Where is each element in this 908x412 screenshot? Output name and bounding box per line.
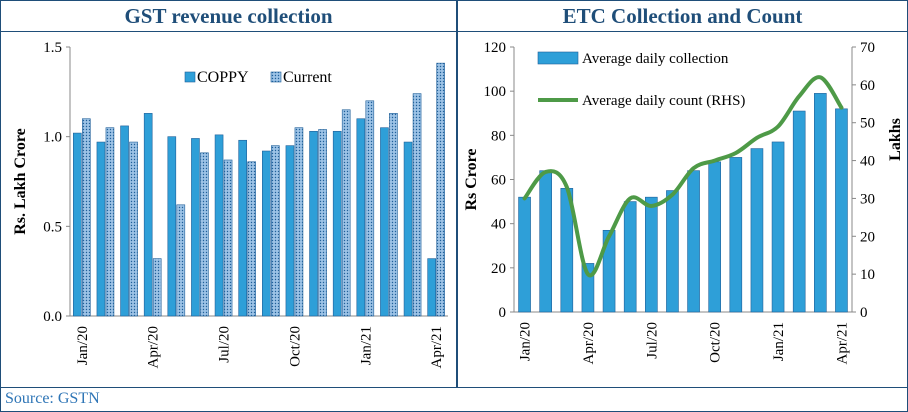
x-tick-label: Jan/21 <box>771 322 787 361</box>
legend-label-coppy: COPPY <box>197 69 249 86</box>
y-tick-label: 20 <box>491 261 506 277</box>
bar-current-May-20 <box>176 204 186 317</box>
y-tick-label: 80 <box>491 128 506 144</box>
bar-coppy-May-20 <box>167 136 177 317</box>
gst-chart-title: GST revenue collection <box>1 1 456 32</box>
bar-coppy-Dec-20 <box>332 130 342 317</box>
bar-current-Aug-20 <box>247 161 256 317</box>
legend-swatch-collection <box>537 51 579 65</box>
bar-coppy-Jan-20 <box>73 132 82 317</box>
gst-panel: GST revenue collection 0.0 0.5 1.0 1.5 Rs. L… <box>1 1 458 387</box>
x-tick-label: Jan/21 <box>358 326 374 365</box>
bar-coppy-Apr-20 <box>143 113 153 317</box>
bar-current-Apr-20 <box>152 258 162 317</box>
bar-collection-Feb-21 <box>792 110 806 313</box>
bar-current-Mar-21 <box>412 93 422 317</box>
bar-coppy-Nov-20 <box>309 130 318 317</box>
x-tick-label: Oct/20 <box>708 322 724 363</box>
legend-label-count: Average daily count (RHS) <box>582 93 745 109</box>
legend-label-current: Current <box>283 69 332 86</box>
bar-coppy-Feb-20 <box>96 141 106 317</box>
y2-tick-label: 40 <box>860 154 875 170</box>
bar-collection-Dec-20 <box>750 148 764 313</box>
bar-current-Mar-20 <box>129 141 138 317</box>
x-tick-label: Oct/20 <box>287 326 303 367</box>
bar-coppy-Mar-21 <box>403 141 413 317</box>
x-tick-label: Jul/20 <box>217 326 233 363</box>
bar-coppy-Apr-21 <box>427 258 436 317</box>
bar-coppy-Jul-20 <box>214 134 224 317</box>
y2-tick-label: 10 <box>860 267 875 283</box>
bar-collection-Aug-20 <box>666 190 679 313</box>
x-tick-label: Jan/20 <box>75 326 91 365</box>
legend-label-collection: Average daily collection <box>582 51 729 67</box>
y2-axis-title: Lakhs <box>887 118 904 161</box>
y2-tick-label: 50 <box>860 116 875 132</box>
bar-current-Jul-20 <box>223 159 233 317</box>
y2-tick-label: 70 <box>860 40 875 56</box>
line-daily-count <box>522 75 844 278</box>
y-tick-label: 1.5 <box>43 40 62 56</box>
y-axis-title: Rs Crore <box>463 148 480 210</box>
bar-collection-Apr-21 <box>835 108 848 313</box>
bar-collection-Nov-20 <box>729 157 743 313</box>
bar-collection-May-20 <box>602 229 616 313</box>
gst-chart: 0.0 0.5 1.0 1.5 Rs. Lakh Crore Jan/20 Apr/20 Ju… <box>12 40 448 369</box>
bar-collection-Oct-20 <box>708 161 721 313</box>
y-tick-label: 40 <box>491 217 506 233</box>
bar-collection-Feb-20 <box>539 170 552 313</box>
bar-current-Apr-21 <box>436 62 445 317</box>
x-tick-label: Apr/21 <box>429 326 445 369</box>
bar-coppy-Jan-21 <box>356 118 366 317</box>
y-tick-label: 60 <box>491 173 506 189</box>
y-tick-label: 1.0 <box>43 130 62 146</box>
bar-current-Oct-20 <box>294 127 304 317</box>
legend-swatch-current <box>270 71 282 83</box>
legend-swatch-coppy <box>184 71 196 83</box>
etc-chart-title: ETC Collection and Count <box>458 1 907 32</box>
source-note: Source: GSTN <box>1 387 908 412</box>
y-tick-label: 100 <box>484 84 507 100</box>
etc-panel: ETC Collection and Count 0 20 40 60 80 100 120… <box>458 1 907 387</box>
bar-current-Jan-20 <box>82 118 91 317</box>
bar-current-Dec-20 <box>341 109 351 317</box>
x-tick-label: Jul/20 <box>644 322 660 359</box>
y2-tick-label: 30 <box>860 191 875 207</box>
bar-coppy-Sep-20 <box>262 150 271 317</box>
bar-coppy-Mar-20 <box>120 125 129 317</box>
bar-current-Feb-20 <box>105 127 115 317</box>
bar-collection-Mar-21 <box>814 93 827 313</box>
y-tick-label: 120 <box>484 40 507 56</box>
x-tick-label: Jan/20 <box>518 322 534 361</box>
bar-current-Feb-21 <box>389 113 398 317</box>
x-tick-label: Apr/20 <box>146 326 162 369</box>
y-tick-label: 0.5 <box>43 219 62 235</box>
bar-collection-Jan-20 <box>518 196 531 313</box>
bar-coppy-Feb-21 <box>380 127 389 317</box>
y2-tick-label: 60 <box>860 78 875 94</box>
bar-collection-Jul-20 <box>645 196 658 313</box>
x-tick-label: Apr/20 <box>581 322 597 365</box>
etc-chart: 0 20 40 60 80 100 120 0 10 20 30 40 50 60 70 Rs Crore La… <box>463 40 904 365</box>
y2-tick-label: 20 <box>860 229 875 245</box>
bar-current-Jun-20 <box>200 152 209 317</box>
bar-collection-Jun-20 <box>623 201 637 313</box>
bar-current-Sep-20 <box>271 145 280 317</box>
bar-coppy-Jun-20 <box>191 138 200 317</box>
bar-current-Jan-21 <box>365 100 375 317</box>
y-axis-title: Rs. Lakh Crore <box>12 128 29 235</box>
y-tick-label: 0.0 <box>43 309 62 325</box>
bar-collection-Jan-21 <box>771 141 785 313</box>
bar-current-Nov-20 <box>318 129 327 317</box>
x-tick-label: Apr/21 <box>834 322 850 365</box>
y2-tick-label: 0 <box>860 305 868 321</box>
bar-collection-Sep-20 <box>687 170 700 313</box>
y-tick-label: 0 <box>499 305 507 321</box>
bar-coppy-Oct-20 <box>285 145 295 317</box>
bar-coppy-Aug-20 <box>238 139 247 317</box>
